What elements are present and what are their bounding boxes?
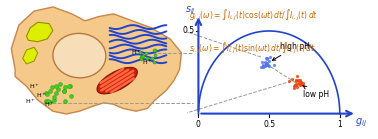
Text: H$^+$: H$^+$ xyxy=(29,82,39,91)
Ellipse shape xyxy=(53,33,106,78)
Text: 1: 1 xyxy=(338,120,342,129)
Polygon shape xyxy=(26,22,53,42)
Polygon shape xyxy=(11,7,181,114)
Text: H$^+$: H$^+$ xyxy=(142,58,153,67)
Text: H$^+$: H$^+$ xyxy=(36,91,47,100)
Text: $g_{ij}$: $g_{ij}$ xyxy=(355,117,367,129)
Text: H$^+$: H$^+$ xyxy=(25,97,36,106)
Text: 0.5: 0.5 xyxy=(263,120,275,129)
Ellipse shape xyxy=(97,67,137,94)
Text: high pH: high pH xyxy=(273,42,310,60)
Text: 0.5: 0.5 xyxy=(182,26,194,35)
Text: H$^+$: H$^+$ xyxy=(131,48,141,57)
Text: H$^+$: H$^+$ xyxy=(44,100,54,109)
Polygon shape xyxy=(23,47,38,64)
Text: $s_{ij}$: $s_{ij}$ xyxy=(185,5,195,17)
Text: $s_{i,j}(\omega) = \int I_{i,j}(t)\sin(\omega t)\,dt / \int I_{i,j}(t)\,dt$: $s_{i,j}(\omega) = \int I_{i,j}(t)\sin(\… xyxy=(189,41,315,56)
Text: $g_{i,j}(\omega) = \int I_{i,j}(t)\cos(\omega t)\,dt / \int I_{i,j}(t)\,dt$: $g_{i,j}(\omega) = \int I_{i,j}(t)\cos(\… xyxy=(189,8,318,23)
Text: low pH: low pH xyxy=(303,86,329,99)
Text: 0: 0 xyxy=(196,120,201,129)
